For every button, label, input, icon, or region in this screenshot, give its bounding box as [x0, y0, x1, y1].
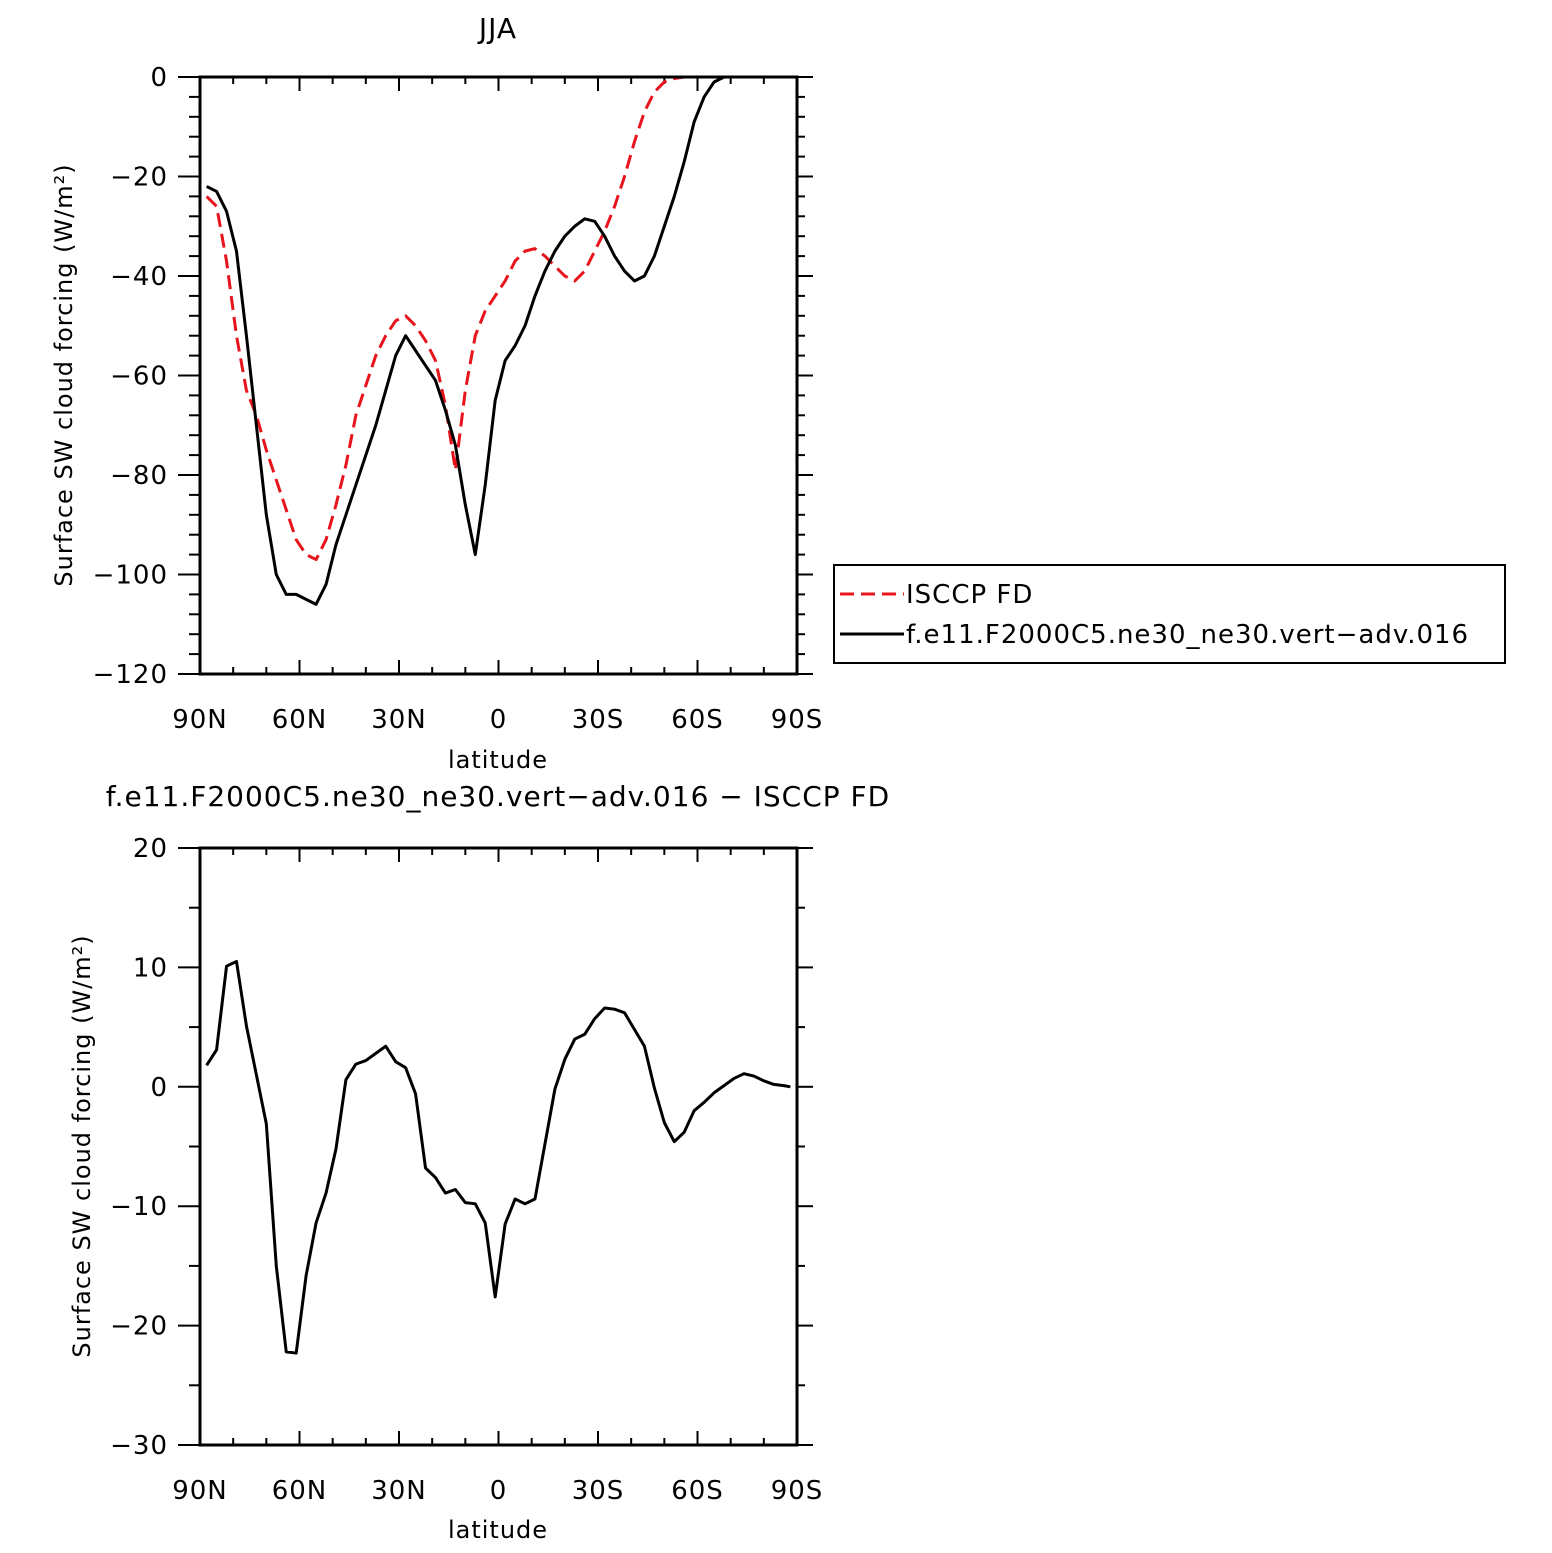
legend: ISCCP FD f.e11.F2000C5.ne30_ne30.vert−ad…	[833, 564, 1506, 664]
top-panel: JJA latitude Surface SW cloud forcing (W…	[50, 12, 824, 774]
top-y-tick-label: −100	[93, 561, 168, 591]
bottom-x-tick-label: 60S	[671, 1476, 724, 1506]
bottom-plot-frame	[198, 846, 799, 1447]
top-series-lines	[205, 75, 791, 606]
top-y-tick-label: −120	[93, 660, 168, 690]
bottom-y-tick-label: −20	[110, 1312, 168, 1342]
top-y-tick-label: 0	[150, 63, 168, 93]
top-x-tick-label: 60N	[272, 705, 328, 735]
bottom-y-tick-label: 0	[150, 1073, 168, 1103]
top-x-tick-label: 60S	[671, 705, 724, 735]
top-x-tick-label: 0	[490, 705, 508, 735]
top-y-tick-label: −80	[110, 461, 168, 491]
top-x-tick-label: 90N	[172, 705, 228, 735]
bottom-plot-title: f.e11.F2000C5.ne30_ne30.vert−adv.016 − I…	[106, 780, 890, 813]
bottom-y-tick-label: 20	[133, 834, 168, 864]
bottom-x-tick-label: 90N	[172, 1476, 228, 1506]
top-ticks: 90N 60N 30N 0 30S 60S 90S 0 −20 −40 −60 −80 −100 −120	[93, 63, 824, 735]
bottom-series-lines	[205, 959, 791, 1355]
top-x-tick-label: 90S	[771, 705, 824, 735]
top-y-tick-label: −60	[110, 362, 168, 392]
bottom-x-axis-title: latitude	[448, 1516, 548, 1544]
top-x-tick-label: 30N	[371, 705, 427, 735]
bottom-y-tick-label: −30	[110, 1431, 168, 1461]
bottom-y-axis-title: Surface SW cloud forcing (W/m²)	[68, 934, 96, 1357]
legend-label-model: f.e11.F2000C5.ne30_ne30.vert−adv.016	[906, 620, 1469, 650]
top-y-tick-label: −20	[110, 163, 168, 193]
bottom-x-tick-label: 30S	[572, 1476, 625, 1506]
bottom-ticks: 90N 60N 30N 0 30S 60S 90S 20 10 0 −10 −20 −30	[110, 834, 824, 1506]
bottom-series-line-1	[205, 959, 791, 1355]
top-plot-title: JJA	[477, 12, 517, 45]
bottom-x-tick-label: 60N	[272, 1476, 328, 1506]
top-x-tick-label: 30S	[572, 705, 625, 735]
bottom-y-tick-label: 10	[133, 953, 168, 983]
top-y-tick-label: −40	[110, 262, 168, 292]
bottom-x-tick-label: 90S	[771, 1476, 824, 1506]
bottom-x-tick-label: 0	[490, 1476, 508, 1506]
bottom-x-tick-label: 30N	[371, 1476, 427, 1506]
top-series-line-1	[205, 75, 791, 562]
bottom-panel: f.e11.F2000C5.ne30_ne30.vert−adv.016 − I…	[68, 780, 890, 1544]
top-series-line-2	[205, 75, 791, 606]
legend-label-isccp: ISCCP FD	[906, 580, 1033, 610]
legend-box	[833, 564, 1506, 664]
top-y-axis-title: Surface SW cloud forcing (W/m²)	[50, 163, 78, 586]
top-plot-frame	[198, 75, 799, 676]
bottom-y-tick-label: −10	[110, 1192, 168, 1222]
top-x-axis-title: latitude	[448, 746, 548, 774]
